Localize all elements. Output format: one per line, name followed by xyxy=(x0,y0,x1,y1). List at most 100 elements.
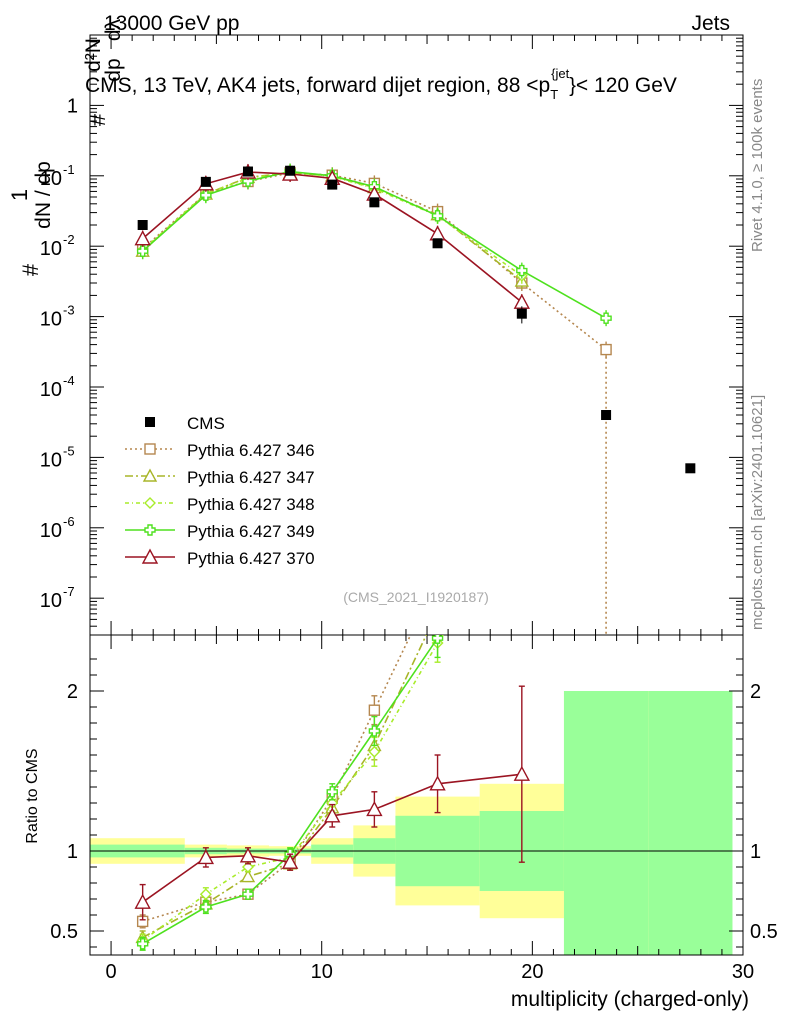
marker-cross xyxy=(326,786,338,798)
legend-label: CMS xyxy=(187,414,225,433)
marker-cross xyxy=(136,245,149,257)
y-tick-exponent: -6 xyxy=(63,514,75,529)
marker-triangle xyxy=(324,807,341,823)
marker-triangle xyxy=(239,847,257,863)
y-tick-exponent: -2 xyxy=(63,232,75,247)
marker-square xyxy=(600,343,612,356)
x-axis-label: multiplicity (charged-only) xyxy=(511,988,749,1011)
ylabel-frac-den: dN / dp xyxy=(32,161,55,229)
title-sup-close: } xyxy=(569,75,576,97)
ratio-series-4 xyxy=(134,685,530,921)
data-marks xyxy=(134,163,696,951)
marker-filled xyxy=(685,463,696,474)
category-label: Jets xyxy=(691,12,730,35)
marker-filled xyxy=(327,179,338,190)
marker-cross xyxy=(431,210,444,222)
ratio-frame xyxy=(89,634,744,956)
title-sup: {jet xyxy=(551,66,569,81)
series-0 xyxy=(136,164,612,635)
marker-filled xyxy=(242,166,253,177)
ratio-series xyxy=(134,605,530,951)
uncertainty-bands xyxy=(90,691,733,955)
x-tick-label: 10 xyxy=(311,961,333,983)
legend-label: Pythia 6.427 347 xyxy=(187,468,315,487)
main-series xyxy=(134,163,612,635)
marker-filled xyxy=(285,165,296,176)
marker-cross xyxy=(136,938,149,950)
y-tick-exponent: -1 xyxy=(63,162,75,177)
legend-label: Pythia 6.427 370 xyxy=(187,549,315,568)
cms-data xyxy=(137,165,696,474)
y-tick-label: 10 xyxy=(40,520,62,542)
stat-band-9 xyxy=(648,691,733,955)
x-tick-label: 0 xyxy=(106,961,117,983)
y-tick-label: 10 xyxy=(40,590,62,612)
marker-square xyxy=(368,704,381,716)
ylabel-dlambda: dλ xyxy=(102,18,125,41)
legend: CMS Pythia 6.427 346 Pythia 6.427 347 Pythi… xyxy=(125,414,315,568)
ratio-tick-label-right: 1 xyxy=(750,841,761,863)
marker-cross xyxy=(242,175,254,187)
marker-cross xyxy=(144,524,156,536)
marker-triangle xyxy=(134,893,151,909)
marker-diamond xyxy=(368,745,381,758)
ratio-tick-label-right: 0.5 xyxy=(750,921,778,943)
marker-triangle xyxy=(281,853,299,869)
marker-triangle xyxy=(513,293,530,309)
marker-triangle xyxy=(134,230,151,246)
main-frame xyxy=(89,34,744,636)
chart-title: CMS, 13 TeV, AK4 jets, forward dijet reg… xyxy=(85,66,677,102)
y-tick-exponent: -7 xyxy=(63,584,75,599)
marker-filled xyxy=(601,410,612,421)
legend-label: Pythia 6.427 349 xyxy=(187,522,315,541)
marker-triangle xyxy=(432,605,444,616)
series-line xyxy=(142,172,607,635)
marker-filled xyxy=(369,197,380,208)
marker-triangle xyxy=(366,800,383,817)
marker-filled xyxy=(145,417,155,427)
legend-label: Pythia 6.427 348 xyxy=(187,495,315,514)
ylabel-hash: # xyxy=(18,263,43,276)
marker-diamond xyxy=(144,497,156,509)
ratio-tick-label: 2 xyxy=(67,681,78,703)
mcplots-label: mcplots.cern.ch [arXiv:2401.10621] xyxy=(749,395,766,630)
y-tick-exponent: -5 xyxy=(63,443,75,458)
rivet-label: Rivet 4.1.0, ≥ 100k events xyxy=(749,79,766,252)
marker-triangle xyxy=(142,468,158,482)
marker-cross xyxy=(368,725,381,737)
ratio-tick-label: 1 xyxy=(67,841,78,863)
marker-filled xyxy=(137,220,148,231)
ylabel-hash-2: # xyxy=(85,113,110,126)
ratio-y-label: Ratio to CMS xyxy=(24,748,41,843)
title-main: CMS, 13 TeV, AK4 jets, forward dijet reg… xyxy=(85,74,550,97)
series-line xyxy=(142,171,523,303)
title-tail: < 120 GeV xyxy=(576,74,677,97)
analysis-watermark: (CMS_2021_I1920187) xyxy=(343,589,489,605)
marker-cross xyxy=(200,901,212,913)
marker-cross xyxy=(516,264,528,277)
marker-triangle xyxy=(429,775,446,791)
ylabel-frac2-num: d²N xyxy=(82,38,105,72)
y-tick-label: 10 xyxy=(40,238,62,260)
y-tick-label: 10 xyxy=(40,168,62,190)
ylabel-frac2-den: dp xyxy=(102,58,125,81)
y-tick-label: 1 xyxy=(67,95,78,117)
marker-cross xyxy=(431,635,444,644)
marker-filled xyxy=(516,308,527,319)
y-tick-label: 10 xyxy=(40,449,62,471)
ratio-line xyxy=(142,635,412,923)
ratio-line xyxy=(142,773,522,903)
y-tick-label: 10 xyxy=(40,379,62,401)
marker-square xyxy=(144,443,156,455)
marker-cross xyxy=(600,312,612,324)
legend-label: Pythia 6.427 346 xyxy=(187,441,315,460)
y-axis-label: # 1 dN / dp # d²N dp dλ xyxy=(7,18,125,276)
marker-triangle xyxy=(141,548,159,564)
x-tick-label: 30 xyxy=(732,961,754,983)
stat-band-8 xyxy=(563,691,649,955)
marker-cross xyxy=(200,189,212,201)
marker-triangle xyxy=(240,869,256,883)
marker-triangle xyxy=(429,225,446,241)
